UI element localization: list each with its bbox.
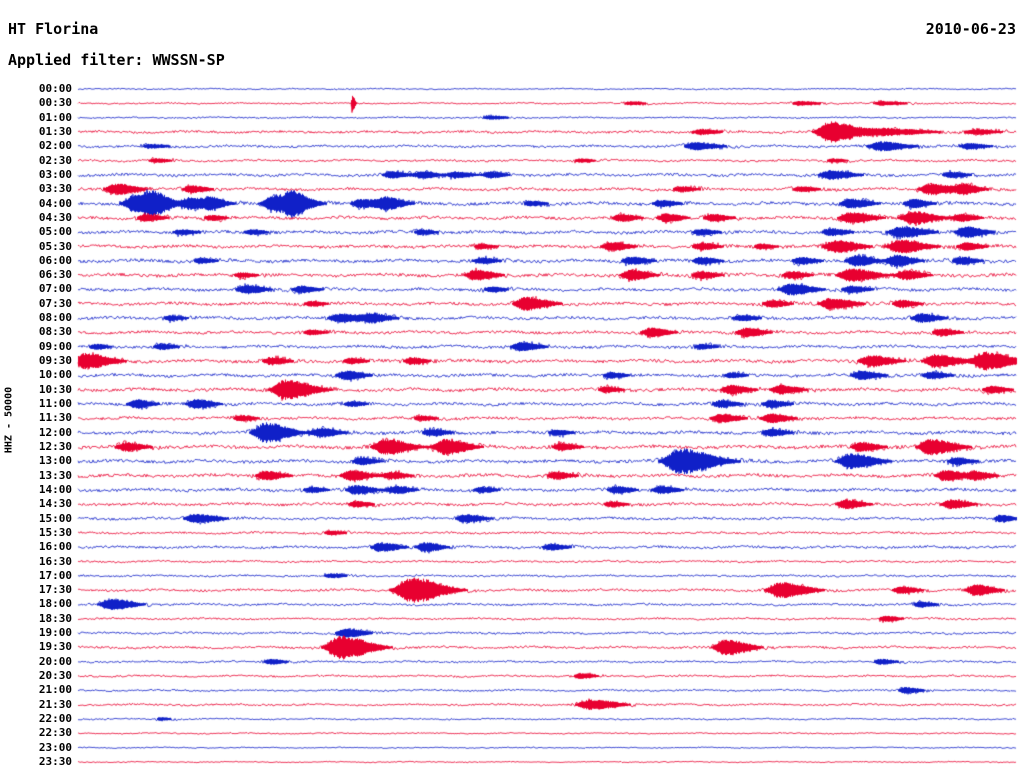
time-label: 23:30: [38, 754, 72, 768]
time-label: 12:00: [38, 425, 72, 439]
plot-date: 2010-06-23: [925, 20, 1016, 38]
time-label: 08:00: [38, 311, 72, 325]
time-label: 00:00: [38, 82, 72, 95]
time-label: 05:30: [38, 239, 72, 253]
time-label: 09:30: [38, 354, 72, 368]
time-label: 10:30: [38, 382, 72, 396]
time-label: 14:00: [38, 482, 72, 496]
time-label: 05:00: [38, 225, 72, 239]
time-label: 01:30: [38, 124, 72, 138]
time-label: 18:00: [38, 597, 72, 611]
time-label: 04:00: [38, 196, 72, 210]
time-label: 19:30: [38, 640, 72, 654]
time-label: 16:00: [38, 540, 72, 554]
time-label: 20:00: [38, 654, 72, 668]
time-label: 02:30: [38, 153, 72, 167]
time-label: 03:30: [38, 182, 72, 196]
time-label: 02:00: [38, 139, 72, 153]
time-label: 10:00: [38, 368, 72, 382]
time-label: 11:30: [38, 411, 72, 425]
time-label: 21:00: [38, 683, 72, 697]
time-label: 20:30: [38, 669, 72, 683]
time-label: 22:00: [38, 712, 72, 726]
time-label: 09:00: [38, 339, 72, 353]
time-label: 17:30: [38, 583, 72, 597]
time-label: 12:30: [38, 439, 72, 453]
time-label: 22:30: [38, 726, 72, 740]
time-label: 06:30: [38, 268, 72, 282]
time-label: 04:30: [38, 210, 72, 224]
time-label: 01:00: [38, 110, 72, 124]
time-label: 19:00: [38, 626, 72, 640]
time-label: 11:00: [38, 397, 72, 411]
station-name: HT Florina: [8, 20, 99, 38]
time-label: 15:00: [38, 511, 72, 525]
time-label: 00:30: [38, 96, 72, 110]
time-label: 16:30: [38, 554, 72, 568]
time-label: 06:00: [38, 253, 72, 267]
time-label: 15:30: [38, 525, 72, 539]
time-label: 08:30: [38, 325, 72, 339]
time-label: 13:30: [38, 468, 72, 482]
time-label: 21:30: [38, 697, 72, 711]
time-label: 13:00: [38, 454, 72, 468]
time-label: 17:00: [38, 568, 72, 582]
time-label: 18:30: [38, 611, 72, 625]
filter-label: Applied filter: WWSSN-SP: [8, 51, 225, 69]
time-label: 03:00: [38, 167, 72, 181]
time-axis: 00:00 00:30 01:00 01:30 02:00 02:30 03:00 03:30…: [0, 0, 76, 780]
time-label: 23:00: [38, 740, 72, 754]
time-label: 07:30: [38, 296, 72, 310]
time-label: 14:30: [38, 497, 72, 511]
time-label: 07:00: [38, 282, 72, 296]
